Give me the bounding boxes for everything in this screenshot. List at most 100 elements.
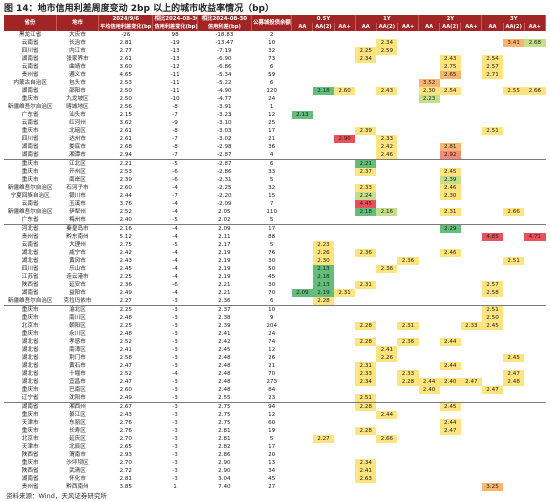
yield-cell bbox=[482, 241, 503, 249]
spread-change-cell: -3 bbox=[172, 315, 178, 321]
yield-cell bbox=[313, 151, 334, 160]
yield-cell bbox=[313, 459, 334, 467]
spread-cell: 2.48 bbox=[218, 379, 231, 385]
yield-cell bbox=[313, 47, 334, 55]
yield-cell bbox=[461, 338, 482, 346]
yield-cell: 2.36 bbox=[376, 265, 398, 273]
yield-cell bbox=[419, 435, 440, 443]
spread-change-cell: -3 bbox=[172, 339, 178, 345]
table-row: 贵州省 黔东南州 5.12 -4 2.11 88 4.85 4.71 bbox=[4, 233, 546, 241]
balance-cell: 73 bbox=[268, 56, 276, 62]
header-prev-label: 信用利差(bp) bbox=[197, 23, 253, 31]
yield-cell bbox=[482, 143, 503, 151]
balance-cell: 6 bbox=[269, 298, 274, 304]
spread-cell: 2.19 bbox=[218, 258, 231, 264]
yield-cell bbox=[461, 330, 482, 338]
yield-cell bbox=[524, 127, 545, 135]
spread-cell: -3.23 bbox=[217, 112, 232, 118]
spread-change-cell: -3 bbox=[172, 452, 178, 458]
yield-cell bbox=[503, 159, 525, 168]
avg-spread-change-cell: 2.41 bbox=[119, 347, 132, 353]
yield-cell: 2.16 bbox=[376, 208, 398, 216]
yield-cell bbox=[419, 443, 440, 451]
yield-cell bbox=[292, 386, 313, 394]
avg-spread-change-cell: 2.36 bbox=[119, 282, 132, 288]
yield-cell: 2.47 bbox=[439, 427, 461, 435]
yield-cell bbox=[419, 346, 440, 354]
city-cell: 綦江区 bbox=[69, 412, 86, 418]
table-row: 北京市 朝阳区 2.25 -3 2.39 204 2.28 2.31 2.33 2.45 bbox=[4, 322, 546, 330]
yield-cell bbox=[292, 31, 313, 39]
yield-cell bbox=[524, 31, 545, 39]
province-cell: 四川省 bbox=[21, 266, 39, 272]
yield-cell bbox=[461, 31, 482, 39]
yield-cell bbox=[419, 192, 440, 200]
yield-cell bbox=[355, 95, 376, 103]
yield-cell bbox=[397, 71, 418, 79]
spread-change-cell: -5 bbox=[172, 242, 178, 248]
yield-cell bbox=[440, 297, 461, 306]
yield-cell bbox=[334, 127, 355, 135]
balance-cell: 34 bbox=[268, 468, 276, 474]
header-tenor-2: 2Y bbox=[418, 15, 483, 23]
yield-cell bbox=[313, 135, 334, 143]
yield-cell bbox=[461, 289, 482, 297]
yield-cell bbox=[419, 257, 440, 265]
yield-cell bbox=[397, 208, 418, 216]
city-cell: 益阳市 bbox=[69, 290, 86, 296]
yield-cell: 2.51 bbox=[481, 127, 504, 135]
yield-cell bbox=[461, 427, 482, 435]
yield-cell bbox=[503, 483, 524, 491]
table-row: 四川省 内江市 2.77 -13 -7.19 32 2.25 2.59 bbox=[4, 47, 546, 55]
avg-spread-change-cell: 4.65 bbox=[119, 72, 132, 78]
balance-cell: 26 bbox=[268, 355, 276, 361]
yield-cell bbox=[313, 176, 334, 184]
table-row: 湖南省 娄底市 2.68 -8 -2.98 36 2.42 2.81 bbox=[4, 143, 546, 151]
yield-cell bbox=[355, 265, 376, 273]
city-cell: 包头市 bbox=[69, 80, 86, 86]
yield-cell bbox=[313, 451, 334, 459]
table-row: 云南省 大理州 2.75 -5 2.17 5 2.23 bbox=[4, 241, 546, 249]
yield-cell bbox=[524, 322, 545, 330]
city-cell: 黄石市 bbox=[69, 363, 86, 369]
yield-cell bbox=[355, 111, 376, 119]
yield-cell: 2.45 bbox=[439, 402, 461, 411]
yield-cell: 2.36 bbox=[397, 338, 419, 346]
yield-cell bbox=[524, 394, 545, 403]
yield-cell bbox=[313, 31, 334, 39]
spread-change-cell: 1 bbox=[173, 484, 177, 490]
avg-spread-change-cell: 2.68 bbox=[119, 144, 132, 150]
yield-cell bbox=[419, 216, 440, 225]
spread-cell: 2.02 bbox=[218, 217, 231, 223]
yield-cell bbox=[376, 362, 397, 370]
yield-cell bbox=[461, 241, 482, 249]
table-row: 湖南省 张家界市 2.61 -13 -6.90 73 2.34 2.43 2.54 bbox=[4, 55, 546, 63]
spread-change-cell: -3 bbox=[172, 420, 178, 426]
yield-cell bbox=[355, 143, 376, 151]
avg-spread-change-cell: 5.12 bbox=[119, 234, 132, 240]
yield-cell bbox=[355, 411, 376, 419]
yield-cell bbox=[355, 71, 376, 79]
yield-cell bbox=[397, 411, 418, 419]
spread-cell: -3.10 bbox=[217, 120, 232, 126]
yield-cell bbox=[440, 411, 461, 419]
yield-cell: 2.36 bbox=[397, 257, 419, 265]
yield-cell bbox=[334, 394, 355, 403]
yield-cell bbox=[419, 47, 440, 55]
city-cell: 玉溪市 bbox=[69, 201, 86, 207]
yield-cell bbox=[292, 330, 313, 338]
yield-cell: 2.39 bbox=[355, 127, 377, 135]
province-cell: 陕西省 bbox=[21, 468, 39, 474]
yield-cell bbox=[397, 265, 418, 273]
yield-cell bbox=[334, 314, 355, 322]
yield-cell bbox=[334, 151, 355, 160]
yield-cell bbox=[376, 297, 397, 306]
yield-cell bbox=[334, 475, 355, 483]
yield-cell bbox=[419, 483, 440, 491]
yield-cell bbox=[482, 411, 503, 419]
yield-cell bbox=[482, 135, 503, 143]
yield-cell bbox=[397, 151, 418, 160]
yield-cell: 2.66 bbox=[376, 435, 398, 443]
yield-cell bbox=[524, 346, 545, 354]
province-cell: 重庆市 bbox=[21, 177, 39, 183]
